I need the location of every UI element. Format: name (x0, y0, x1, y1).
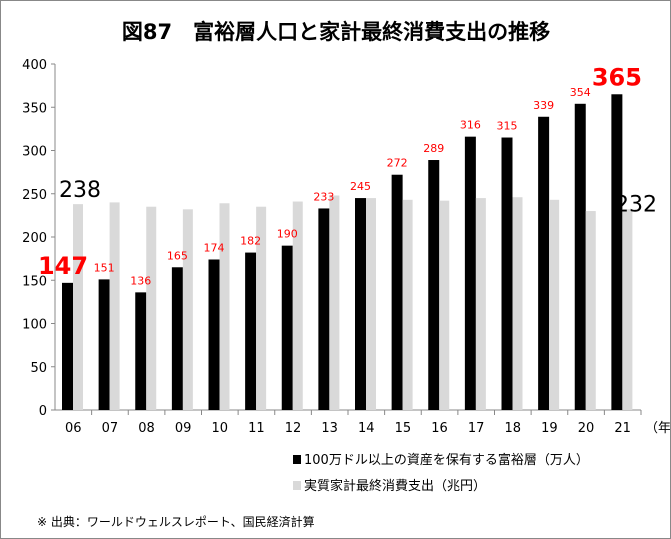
x-tick-label: 18 (505, 421, 522, 436)
x-tick-label: 19 (541, 421, 558, 436)
bar-consumption-14 (366, 198, 376, 410)
x-tick-label: 14 (358, 421, 375, 436)
legend-swatch (293, 481, 301, 490)
callout-gray-first: 238 (59, 178, 101, 203)
bar-wealthy-09 (171, 267, 183, 410)
bar-consumption-12 (292, 201, 303, 410)
x-tick-label: 17 (468, 421, 485, 436)
x-tick-label: 13 (321, 421, 338, 436)
x-tick-label: 16 (431, 421, 448, 436)
bar-consumption-20 (585, 211, 596, 410)
data-label-wealthy: 174 (204, 241, 225, 254)
bar-consumption-15 (402, 199, 413, 410)
y-tick-label: 0 (39, 404, 47, 419)
bar-consumption-11 (256, 206, 267, 410)
data-label-wealthy: 365 (592, 63, 642, 91)
x-unit-label: （年） (645, 421, 670, 436)
chart-title: 図87 富裕層人口と家計最終消費支出の推移 (122, 20, 550, 44)
bar-consumption-17 (475, 198, 486, 410)
x-tick-label: 21 (614, 421, 631, 436)
x-tick-label: 12 (285, 421, 302, 436)
y-tick-label: 400 (22, 58, 47, 73)
x-tick-label: 06 (65, 421, 82, 436)
callout-gray-last: 232 (615, 192, 657, 217)
data-label-wealthy: 315 (497, 120, 518, 133)
data-label-wealthy: 245 (350, 180, 371, 193)
bar-wealthy-15 (391, 174, 403, 410)
y-tick-label: 300 (22, 145, 47, 160)
bar-consumption-09 (182, 209, 193, 410)
bar-wealthy-13 (318, 208, 330, 410)
data-label-wealthy: 354 (570, 86, 591, 99)
legend-swatch (293, 455, 301, 464)
bar-wealthy-07 (98, 279, 110, 410)
bar-wealthy-18 (501, 137, 513, 410)
bar-wealthy-21 (611, 94, 623, 411)
data-label-wealthy: 151 (94, 261, 115, 274)
legend-label: 実質家計最終消費支出（兆円） (304, 478, 486, 494)
bar-wealthy-19 (538, 116, 550, 410)
bar-wealthy-10 (208, 259, 220, 410)
data-label-wealthy: 316 (460, 119, 481, 132)
x-tick-label: 09 (175, 421, 192, 436)
bar-wealthy-16 (428, 160, 440, 410)
y-tick-label: 200 (22, 231, 47, 246)
x-tick-label: 07 (102, 421, 119, 436)
bar-wealthy-11 (245, 252, 257, 410)
data-label-wealthy: 190 (277, 228, 298, 241)
y-tick-label: 150 (22, 274, 47, 289)
data-label-wealthy: 272 (387, 157, 408, 170)
data-label-wealthy: 165 (167, 249, 188, 262)
bar-consumption-19 (549, 199, 560, 410)
bar-consumption-08 (146, 206, 157, 410)
data-label-wealthy: 233 (313, 190, 334, 203)
x-tick-label: 10 (212, 421, 229, 436)
bar-wealthy-06 (62, 282, 73, 410)
y-tick-label: 250 (22, 188, 47, 203)
bar-wealthy-08 (135, 292, 147, 410)
data-label-wealthy: 289 (423, 142, 444, 155)
bar-consumption-13 (329, 195, 340, 410)
bar-consumption-16 (439, 200, 450, 410)
x-tick-label: 15 (395, 421, 412, 436)
bar-wealthy-20 (574, 103, 586, 410)
bar-consumption-21 (622, 209, 633, 410)
y-tick-label: 350 (22, 101, 47, 116)
bar-consumption-18 (512, 197, 523, 410)
y-tick-label: 100 (22, 318, 47, 333)
x-tick-label: 11 (248, 421, 265, 436)
data-label-wealthy: 339 (533, 99, 554, 112)
bar-wealthy-12 (281, 245, 293, 410)
data-label-wealthy: 182 (240, 235, 261, 248)
x-tick-label: 20 (578, 421, 595, 436)
bar-wealthy-17 (464, 136, 476, 410)
legend-label: 100万ドル以上の資産を保有する富裕層（万人） (304, 452, 589, 468)
data-label-wealthy: 136 (130, 274, 151, 287)
source-note: ※ 出典：ワールドウェルスレポート、国民経済計算 (37, 514, 315, 529)
bar-consumption-10 (219, 203, 230, 410)
y-tick-label: 50 (30, 361, 47, 376)
bar-wealthy-14 (355, 198, 366, 410)
bar-consumption-06 (73, 204, 83, 410)
bar-consumption-07 (109, 202, 120, 410)
x-tick-label: 08 (138, 421, 155, 436)
data-label-wealthy: 147 (38, 252, 88, 280)
